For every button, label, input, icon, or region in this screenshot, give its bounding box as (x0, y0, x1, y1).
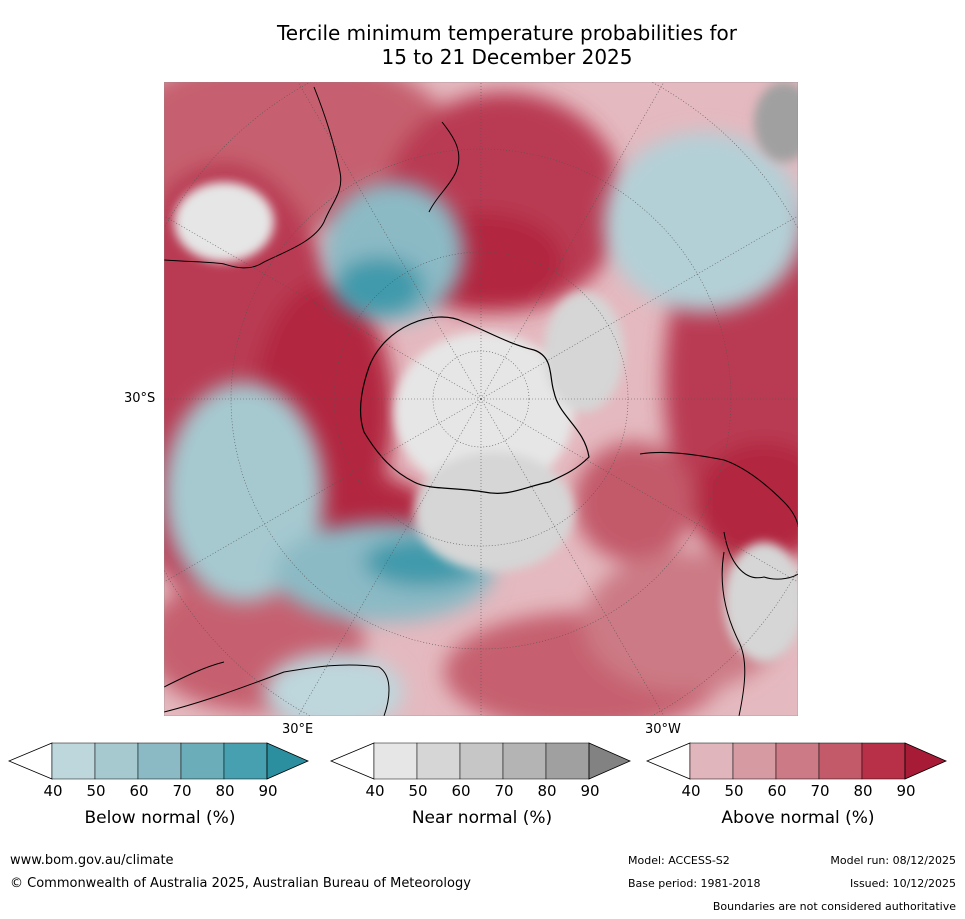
near-tick: 90 (580, 782, 600, 800)
near-bin-under (329, 742, 375, 780)
below-tick: 60 (129, 782, 149, 800)
graticule (164, 82, 798, 716)
colorbar-below-normal: 40 50 60 70 80 90 Below normal (%) (7, 742, 310, 828)
issued-date: Issued: 10/12/2025 (849, 877, 956, 890)
colorbar-below-svg (7, 742, 309, 780)
above-bin-60-70 (775, 742, 820, 780)
near-bin-50-60 (416, 742, 461, 780)
above-normal-label: Above normal (%) (721, 808, 875, 828)
model-name: Model: ACCESS-S2 (628, 854, 730, 867)
above-tick: 70 (810, 782, 830, 800)
below-bin-40-50 (51, 742, 96, 780)
below-bin-70-80 (180, 742, 225, 780)
below-tick: 90 (258, 782, 278, 800)
near-tick: 50 (408, 782, 428, 800)
base-period: Base period: 1981-2018 (628, 877, 761, 890)
below-tick: 40 (43, 782, 63, 800)
near-tick: 40 (365, 782, 385, 800)
near-bin-60-70 (459, 742, 504, 780)
website-link[interactable]: www.bom.gov.au/climate (10, 853, 174, 868)
africa-coastline (164, 661, 390, 716)
above-bin-80-90 (861, 742, 906, 780)
above-bin-40-50 (689, 742, 734, 780)
near-bin-over (588, 742, 631, 780)
near-bin-70-80 (502, 742, 547, 780)
above-bin-50-60 (732, 742, 777, 780)
near-tick: 80 (537, 782, 557, 800)
probability-map (164, 82, 798, 716)
near-tick: 70 (494, 782, 514, 800)
near-normal-regions (174, 82, 798, 662)
above-tick: 40 (681, 782, 701, 800)
colorbar-near-svg (329, 742, 631, 780)
south-america-coastline (639, 451, 798, 716)
map-svg (164, 82, 798, 716)
near-tick: 60 (451, 782, 471, 800)
above-bin-under (645, 742, 691, 780)
copyright-text: © Commonwealth of Australia 2025, Austra… (10, 876, 471, 891)
below-tick: 50 (86, 782, 106, 800)
near-bin-40-50 (373, 742, 418, 780)
colorbar-near-normal: 40 50 60 70 80 90 Near normal (%) (329, 742, 632, 828)
below-bin-50-60 (94, 742, 139, 780)
below-tick: 80 (215, 782, 235, 800)
below-normal-label: Below normal (%) (84, 808, 236, 828)
near-normal-label: Near normal (%) (411, 808, 553, 828)
above-bin-over (904, 742, 947, 780)
antarctica-coastline (360, 316, 590, 494)
title-line-2: 15 to 21 December 2025 (381, 45, 633, 69)
australia-coastline (164, 86, 342, 269)
above-bin-70-80 (818, 742, 863, 780)
lon-label-30e: 30°E (282, 722, 314, 737)
lon-label-30w: 30°W (645, 722, 681, 737)
colorbar-above-normal: 40 50 60 70 80 90 Above normal (%) (645, 742, 948, 828)
above-tick: 80 (853, 782, 873, 800)
chart-title: Tercile minimum temperature probabilitie… (160, 21, 854, 69)
below-bin-under (7, 742, 53, 780)
above-tick: 90 (896, 782, 916, 800)
below-bin-60-70 (137, 742, 182, 780)
model-run-date: Model run: 08/12/2025 (830, 854, 956, 867)
boundaries-disclaimer: Boundaries are not considered authoritat… (712, 900, 956, 913)
near-bin-80-90 (545, 742, 590, 780)
above-tick: 50 (724, 782, 744, 800)
colorbar-above-svg (645, 742, 947, 780)
above-tick: 60 (767, 782, 787, 800)
title-line-1: Tercile minimum temperature probabilitie… (276, 21, 738, 45)
below-bin-80-90 (223, 742, 268, 780)
lat-label-30s: 30°S (124, 391, 156, 406)
below-tick: 70 (172, 782, 192, 800)
below-bin-over (266, 742, 309, 780)
new-zealand-coastline (428, 121, 460, 213)
